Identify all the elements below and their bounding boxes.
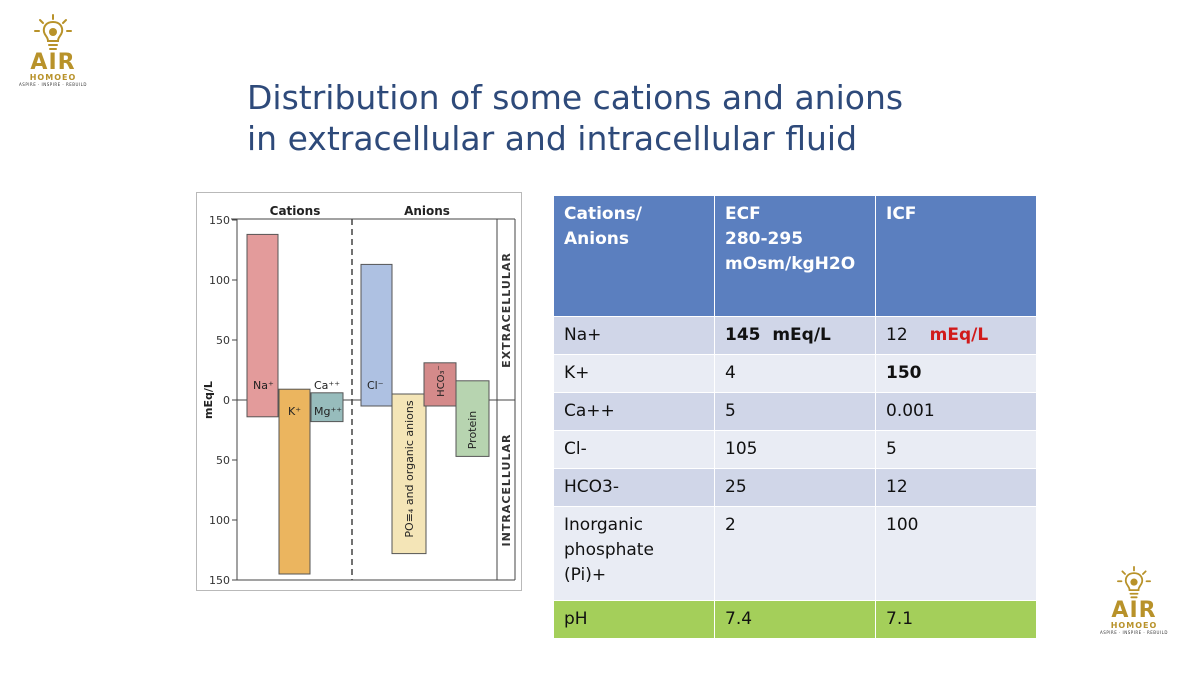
slide-title-line-2: in extracellular and intracellular fluid bbox=[247, 119, 858, 158]
table-row: Ca++ 5 0.001 bbox=[553, 392, 1037, 431]
lightbulb-icon bbox=[1117, 566, 1151, 599]
cell-ion: Na+ bbox=[553, 316, 715, 355]
bar-hco3- bbox=[423, 362, 457, 407]
ion-distribution-figure: Cations Anions 150 100 50 0 50 100 150 mEq/L EXTRA… bbox=[196, 192, 522, 591]
header-anions: Anions bbox=[404, 204, 450, 218]
header-text: Anions bbox=[564, 229, 629, 249]
header-ecf: ECF 280-295 mOsm/kgH2O bbox=[714, 195, 876, 317]
bar-po4-and-organic-anions bbox=[391, 393, 427, 555]
y-tick-label: 50 bbox=[216, 454, 230, 467]
brand-name: AIR bbox=[30, 50, 76, 75]
bar-cl- bbox=[360, 263, 393, 407]
label-k: K⁺ bbox=[288, 405, 301, 418]
extracellular-label: EXTRACELLULAR bbox=[500, 252, 513, 368]
chart-bars bbox=[246, 233, 490, 575]
brand-logo-top: AIR HOMOEO ASPIRE · INSPIRE · REBUILD bbox=[16, 14, 90, 88]
ion-concentration-table: Cations/ Anions ECF 280-295 mOsm/kgH2O I… bbox=[553, 195, 1037, 639]
cell-ecf: 4 bbox=[714, 354, 876, 393]
y-axis-label: mEq/L bbox=[202, 381, 215, 419]
cell-icf: 12 bbox=[875, 468, 1037, 507]
header-text: 280-295 bbox=[725, 229, 804, 249]
bar-protein bbox=[455, 380, 490, 457]
cell-icf: 7.1 bbox=[875, 600, 1037, 639]
header-text: Cations/ bbox=[564, 204, 643, 224]
header-text: mOsm/kgH2O bbox=[725, 254, 856, 274]
cell-icf: 12 mEq/L bbox=[875, 316, 1037, 355]
y-tick-label: 100 bbox=[209, 274, 230, 287]
cell-ecf: 7.4 bbox=[714, 600, 876, 639]
cell-ion: Cl- bbox=[553, 430, 715, 469]
cell-ecf: 2 bbox=[714, 506, 876, 601]
cell-ion: HCO3- bbox=[553, 468, 715, 507]
header-cations: Cations bbox=[270, 204, 321, 218]
label-protein: Protein bbox=[466, 411, 479, 450]
table-header-row: Cations/ Anions ECF 280-295 mOsm/kgH2O I… bbox=[553, 195, 1037, 317]
cell-text: phosphate bbox=[564, 540, 654, 560]
bar-na- bbox=[246, 233, 279, 418]
cell-icf: 100 bbox=[875, 506, 1037, 601]
table-row: pH 7.4 7.1 bbox=[553, 600, 1037, 639]
table-row: Na+ 145 mEq/L 12 mEq/L bbox=[553, 316, 1037, 355]
cell-icf: 150 bbox=[875, 354, 1037, 393]
label-cl: Cl⁻ bbox=[367, 379, 384, 392]
label-mg: Mg⁺⁺ bbox=[314, 405, 342, 418]
brand-subtitle: HOMOEO bbox=[1110, 621, 1158, 630]
slide-title-line-1: Distribution of some cations and anions bbox=[247, 78, 904, 117]
cell-icf: 5 bbox=[875, 430, 1037, 469]
cell-ecf: 145 mEq/L bbox=[714, 316, 876, 355]
table-row: Inorganic phosphate (Pi)+ 2 100 bbox=[553, 506, 1037, 601]
intracellular-label: INTRACELLULAR bbox=[500, 434, 513, 547]
header-icf: ICF bbox=[875, 195, 1037, 317]
chart-labels: Cations Anions 150 100 50 0 50 100 150 mEq/L EXTRA… bbox=[202, 204, 513, 587]
y-tick-label: 150 bbox=[209, 574, 230, 587]
label-hco3: HCO₃⁻ bbox=[436, 365, 447, 397]
y-tick-label: 50 bbox=[216, 334, 230, 347]
bar-k- bbox=[278, 388, 311, 575]
bar-ca-mg- bbox=[310, 392, 344, 423]
label-na: Na⁺ bbox=[253, 379, 274, 392]
header-text: ICF bbox=[886, 204, 917, 224]
brand-tagline: ASPIRE · INSPIRE · REBUILD bbox=[1100, 629, 1168, 635]
cell-ecf: 25 bbox=[714, 468, 876, 507]
label-ca: Ca⁺⁺ bbox=[314, 379, 340, 392]
cell-ion: Inorganic phosphate (Pi)+ bbox=[553, 506, 715, 601]
cell-ion: Ca++ bbox=[553, 392, 715, 431]
y-tick-label: 150 bbox=[209, 214, 230, 227]
ion-distribution-chart: Cations Anions 150 100 50 0 50 100 150 mEq/L EXTRA… bbox=[202, 204, 516, 587]
cell-text: Inorganic bbox=[564, 515, 643, 535]
cell-icf: 0.001 bbox=[875, 392, 1037, 431]
cell-text: (Pi)+ bbox=[564, 565, 607, 585]
table-row: Cl- 105 5 bbox=[553, 430, 1037, 469]
cell-ion: K+ bbox=[553, 354, 715, 393]
label-po4: PO≡₄ and organic anions bbox=[403, 400, 416, 537]
brand-logo-bottom: AIR HOMOEO ASPIRE · INSPIRE · REBUILD bbox=[1098, 566, 1170, 636]
slide-title: Distribution of some cations and anions … bbox=[247, 77, 1047, 159]
y-tick-label: 0 bbox=[223, 394, 230, 407]
table-row: K+ 4 150 bbox=[553, 354, 1037, 393]
cell-icf-unit: mEq/L bbox=[929, 325, 989, 345]
header-text: ECF bbox=[725, 204, 761, 224]
brand-subtitle: HOMOEO bbox=[29, 73, 77, 82]
brand-tagline: ASPIRE · INSPIRE · REBUILD bbox=[19, 81, 87, 87]
table-row: HCO3- 25 12 bbox=[553, 468, 1037, 507]
y-tick-label: 100 bbox=[209, 514, 230, 527]
cell-ecf: 5 bbox=[714, 392, 876, 431]
cell-ecf: 105 bbox=[714, 430, 876, 469]
cell-ion: pH bbox=[553, 600, 715, 639]
header-cations-anions: Cations/ Anions bbox=[553, 195, 715, 317]
cell-icf-value: 12 bbox=[886, 325, 908, 345]
lightbulb-icon bbox=[34, 14, 72, 50]
brand-name: AIR bbox=[1111, 598, 1157, 623]
